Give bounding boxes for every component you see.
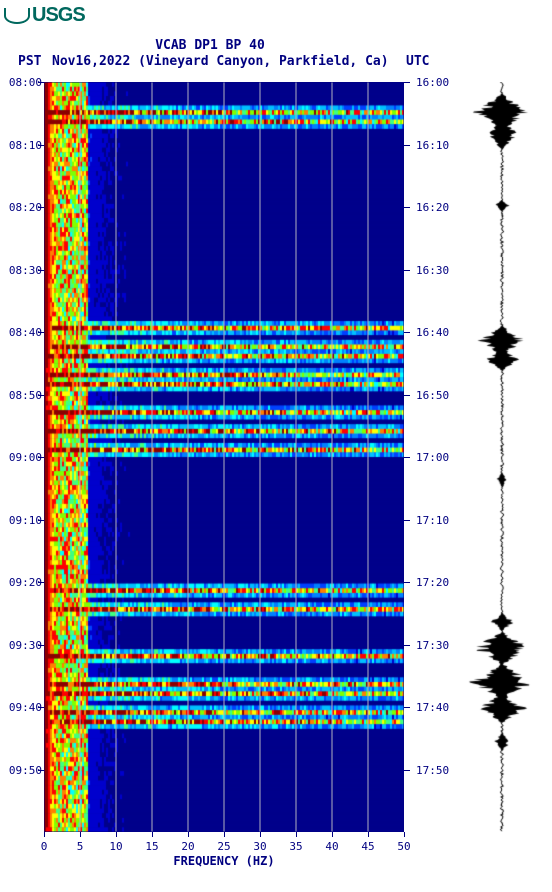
- ytick: 17:40: [416, 701, 449, 714]
- y-axis-pst: 08:0008:1008:2008:3008:4008:5009:0009:10…: [0, 82, 44, 832]
- y-axis-utc: 16:0016:1016:2016:3016:4016:5017:0017:10…: [404, 82, 448, 832]
- xtick: 15: [145, 840, 158, 853]
- ytick: 16:00: [416, 76, 449, 89]
- x-axis-label: FREQUENCY (HZ): [44, 854, 404, 868]
- ytick: 17:50: [416, 764, 449, 777]
- ytick: 17:10: [416, 514, 449, 527]
- xtick: 45: [361, 840, 374, 853]
- ytick: 17:00: [416, 451, 449, 464]
- xtick: 10: [109, 840, 122, 853]
- xtick: 50: [397, 840, 410, 853]
- ytick: 17:30: [416, 639, 449, 652]
- ytick: 16:10: [416, 139, 449, 152]
- xtick: 35: [289, 840, 302, 853]
- tz-right-label: UTC: [406, 54, 429, 69]
- ytick: 16:30: [416, 264, 449, 277]
- ytick: 17:20: [416, 576, 449, 589]
- ytick: 16:50: [416, 389, 449, 402]
- xtick: 40: [325, 840, 338, 853]
- xtick: 0: [41, 840, 48, 853]
- xtick: 30: [253, 840, 266, 853]
- xtick: 20: [181, 840, 194, 853]
- ytick: 16:40: [416, 326, 449, 339]
- x-axis-frequency: FREQUENCY (HZ) 05101520253035404550: [44, 832, 404, 882]
- seismogram-trace: [460, 82, 545, 832]
- usgs-logo: USGS: [4, 4, 85, 27]
- tz-left-label: PST: [18, 54, 41, 69]
- xtick: 25: [217, 840, 230, 853]
- spectrogram-plot: [44, 82, 404, 832]
- ytick: 16:20: [416, 201, 449, 214]
- date-location: Nov16,2022 (Vineyard Canyon, Parkfield, …: [52, 54, 389, 69]
- logo-text: USGS: [32, 4, 85, 26]
- xtick: 5: [77, 840, 84, 853]
- chart-title: VCAB DP1 BP 40: [0, 38, 420, 53]
